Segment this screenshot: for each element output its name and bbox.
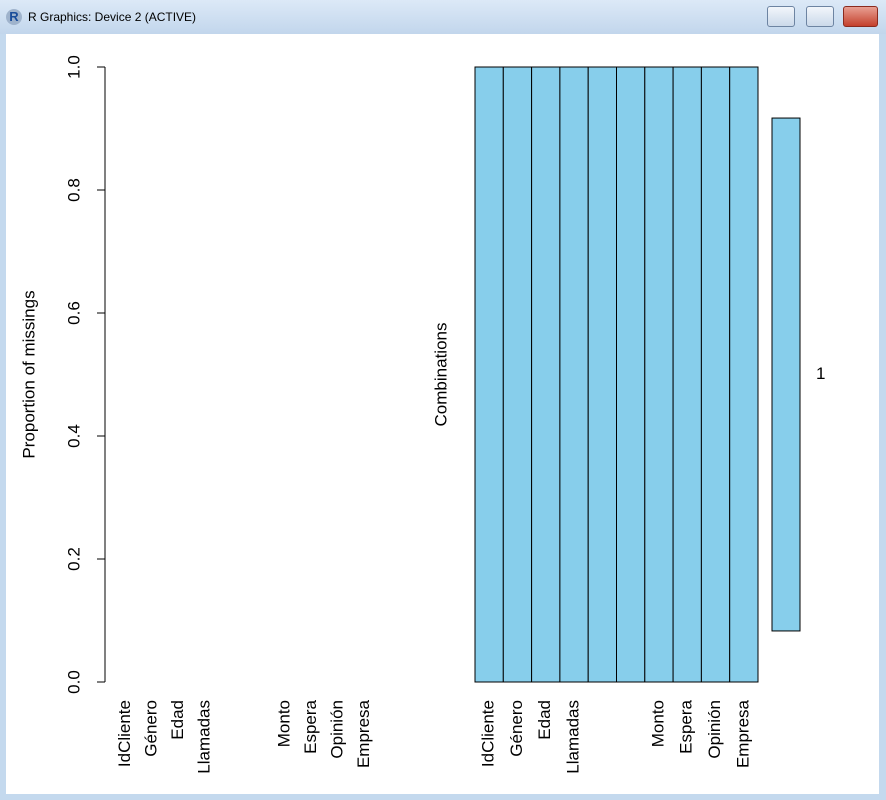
plot-area: 0.0 0.2 0.4 0.6 0.8 1.0 Proportion of missings… [6, 34, 879, 794]
chart: 0.0 0.2 0.4 0.6 0.8 1.0 Proportion of missings… [19, 55, 825, 774]
x-tick-label: Espera [301, 699, 320, 753]
y-tick-label: 0.0 [64, 670, 83, 694]
proportion-bar [771, 117, 801, 632]
x-tick-label: Espera [677, 699, 696, 753]
x-tick-label: Monto [274, 700, 293, 747]
x-tick-label: Género [507, 700, 526, 757]
x-tick-label: Género [141, 700, 160, 757]
y-tick-label: 0.4 [64, 424, 83, 448]
minimize-button[interactable] [767, 6, 795, 27]
close-button[interactable] [843, 6, 878, 27]
combination-cell [559, 66, 589, 683]
x-tick-label: IdCliente [479, 700, 498, 767]
combination-cell [474, 66, 504, 683]
x-tick-label: Empresa [354, 699, 373, 768]
y-tick-label: 1.0 [64, 55, 83, 79]
x-tick-label: Llamadas [564, 700, 583, 774]
combination-cell [700, 66, 731, 683]
x-tick-label: Edad [535, 700, 554, 740]
title-bar: R R Graphics: Device 2 (ACTIVE) [0, 0, 886, 34]
combination-cell [587, 66, 618, 683]
combination-cell [616, 66, 646, 683]
y-tick-label: 0.6 [64, 301, 83, 325]
x-tick-label: Edad [168, 700, 187, 740]
combination-cell [502, 66, 533, 683]
x-tick-label: Llamadas [195, 700, 214, 774]
combination-cell [644, 66, 674, 683]
app-icon: R [6, 9, 22, 25]
y-tick-label: 0.8 [64, 178, 83, 202]
combination-cell [531, 66, 561, 683]
x-tick-label: Opinión [328, 700, 347, 759]
maximize-button[interactable] [806, 6, 834, 27]
combination-cell [729, 66, 759, 683]
y-axis-title: Combinations [431, 323, 450, 427]
x-tick-label: IdCliente [115, 700, 134, 767]
y-tick-label: 0.2 [64, 547, 83, 571]
combination-cell [672, 66, 702, 683]
combination-label: 1 [816, 364, 825, 383]
window-title: R Graphics: Device 2 (ACTIVE) [28, 10, 197, 24]
x-tick-label: Empresa [733, 699, 752, 768]
x-tick-label: Monto [648, 700, 667, 747]
x-tick-label: Opinión [705, 700, 724, 759]
y-axis-title: Proportion of missings [19, 290, 38, 458]
